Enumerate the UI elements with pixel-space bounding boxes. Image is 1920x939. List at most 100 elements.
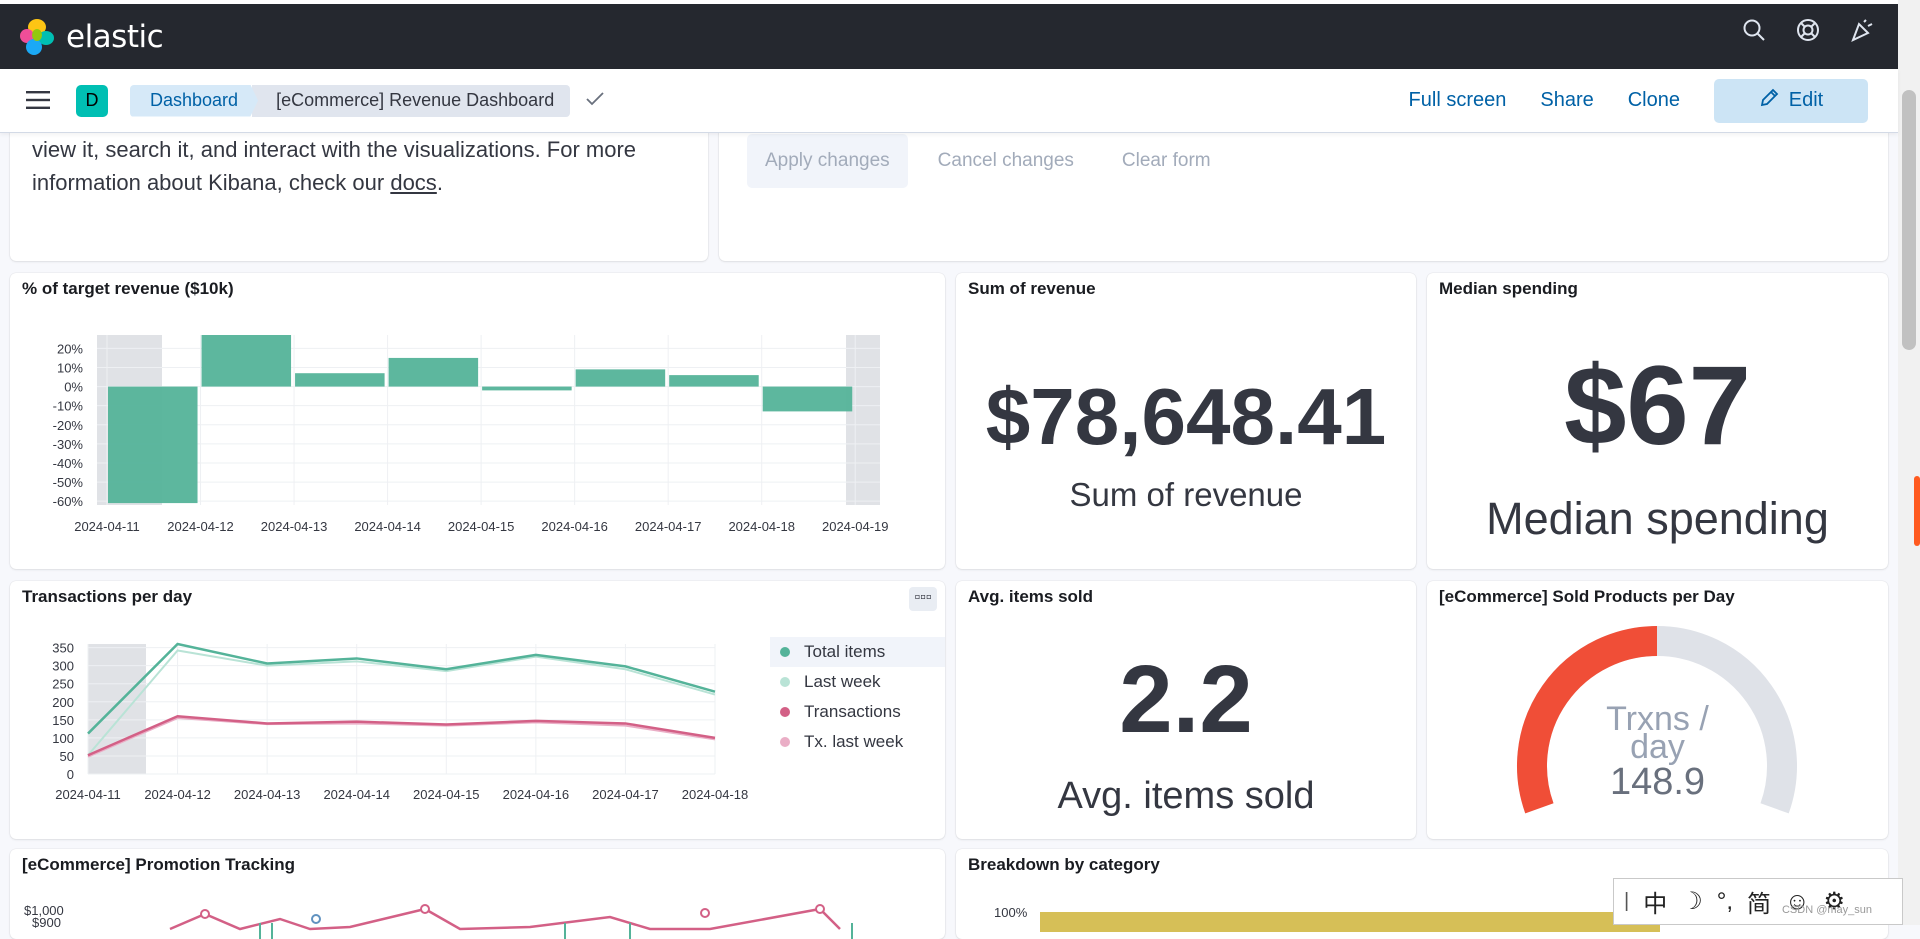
revenue-bar bbox=[482, 386, 572, 391]
intro-period: . bbox=[436, 170, 443, 195]
news-feed-icon[interactable] bbox=[1846, 18, 1878, 49]
median-spending-label: Median spending bbox=[1486, 493, 1829, 544]
target-revenue-chart: 20% 10% 0% -10% -20% -30% -40% -50% -60% 2024-04-… bbox=[53, 335, 888, 534]
edit-button[interactable]: Edit bbox=[1714, 78, 1868, 123]
intro-panel: This dashboard contains sample data for … bbox=[10, 110, 708, 261]
page-scrollbar[interactable] bbox=[1898, 0, 1920, 925]
x-tick-label: 2024-04-15 bbox=[413, 787, 480, 802]
series-line-total-items bbox=[87, 642, 716, 735]
y-tick-label: -10% bbox=[53, 399, 84, 414]
breakdown-stacked-bars bbox=[1040, 912, 1660, 932]
legend-dot bbox=[780, 707, 790, 717]
search-icon[interactable] bbox=[1738, 18, 1770, 49]
clear-form-button[interactable]: Clear form bbox=[1121, 150, 1211, 171]
scroll-indicator bbox=[1914, 476, 1920, 546]
elastic-logo[interactable]: elastic bbox=[20, 18, 164, 55]
x-tick-label: 2024-04-16 bbox=[541, 519, 608, 534]
panel-title: Sum of revenue bbox=[968, 279, 1096, 298]
full-screen-button[interactable]: Full screen bbox=[1408, 89, 1507, 111]
space-avatar[interactable]: D bbox=[76, 84, 108, 117]
y-tick-label: 300 bbox=[52, 659, 74, 674]
promotion-ytick-1000: $1,000 bbox=[24, 903, 64, 918]
legend-item-transactions[interactable]: Transactions bbox=[770, 697, 945, 727]
gauge-value: 148.9 bbox=[1609, 761, 1706, 803]
x-tick-label: 2024-04-16 bbox=[503, 787, 570, 802]
scrollbar-thumb[interactable] bbox=[1902, 90, 1916, 350]
ime-chinese-mode[interactable]: 中 bbox=[1643, 891, 1668, 918]
panel-title: % of target revenue ($10k) bbox=[22, 279, 234, 298]
ime-moon-icon[interactable]: ☽ bbox=[1681, 888, 1703, 915]
pencil-icon bbox=[1759, 88, 1779, 114]
x-tick-label: 2024-04-12 bbox=[144, 787, 211, 802]
sum-revenue-value: $78,648.41 bbox=[985, 372, 1387, 461]
panel-options-button[interactable]: ▫▫▫ bbox=[909, 587, 937, 611]
ime-toolbar: | 中 ☽ °, 简 ☺ ⚙ CSDN @may_sun bbox=[1613, 878, 1903, 925]
transactions-chart: 350 300 250 200 150 100 50 0 2024-04-11 2024-04-1… bbox=[52, 641, 749, 802]
apply-changes-button[interactable]: Apply changes bbox=[747, 134, 908, 188]
revenue-bar bbox=[108, 386, 198, 504]
header-bar: elastic bbox=[0, 0, 1898, 69]
ime-settings-icon[interactable]: ⚙ bbox=[1823, 888, 1846, 915]
elastic-logo-icon bbox=[20, 18, 56, 55]
y-tick-label: 50 bbox=[60, 749, 74, 764]
y-tick-label: -30% bbox=[53, 437, 84, 452]
revenue-bar bbox=[669, 375, 759, 387]
breadcrumb-current-dashboard: [eCommerce] Revenue Dashboard bbox=[252, 84, 571, 117]
sold-products-panel: [eCommerce] Sold Products per Day Trxns … bbox=[1427, 581, 1888, 839]
ime-simplified-mode[interactable]: 简 bbox=[1746, 891, 1771, 918]
cancel-changes-button[interactable]: Cancel changes bbox=[937, 150, 1074, 171]
gauge-label-line2: day bbox=[1630, 728, 1685, 766]
x-tick-label: 2024-04-17 bbox=[635, 519, 702, 534]
series-line-transactions bbox=[87, 714, 716, 757]
legend-item-tx-last-week[interactable]: Tx. last week bbox=[770, 727, 945, 757]
breadcrumb-dashboard[interactable]: Dashboard bbox=[130, 84, 259, 117]
series-line-tx-last-week bbox=[87, 717, 716, 758]
y-tick-label: -40% bbox=[53, 456, 84, 471]
ime-emoji-icon[interactable]: ☺ bbox=[1784, 887, 1810, 915]
promotion-chart bbox=[169, 904, 853, 939]
legend-item-last-week[interactable]: Last week bbox=[770, 667, 945, 697]
panel-title: Avg. items sold bbox=[968, 587, 1094, 606]
series-line-last-week bbox=[87, 649, 716, 756]
avg-items-panel: Avg. items sold 2.2 Avg. items sold bbox=[956, 581, 1416, 839]
check-icon[interactable] bbox=[586, 90, 604, 111]
x-tick-label: 2024-04-13 bbox=[234, 787, 301, 802]
gauge-label: Trxns / day bbox=[1427, 702, 1888, 766]
x-tick-label: 2024-04-14 bbox=[323, 787, 390, 802]
docs-link[interactable]: docs bbox=[390, 170, 437, 195]
shaded-region-end bbox=[846, 335, 880, 505]
share-button[interactable]: Share bbox=[1540, 89, 1594, 111]
y-tick-label: 200 bbox=[52, 695, 74, 710]
panel-title: Breakdown by category bbox=[968, 855, 1160, 874]
x-tick-label: 2024-04-17 bbox=[592, 787, 659, 802]
revenue-bar bbox=[388, 357, 479, 387]
y-tick-label: -50% bbox=[53, 475, 84, 490]
ime-handle-icon[interactable]: | bbox=[1624, 890, 1630, 912]
sum-revenue-label: Sum of revenue bbox=[1069, 476, 1303, 513]
legend-label: Last week bbox=[804, 672, 881, 691]
legend-label: Transactions bbox=[804, 702, 901, 721]
y-tick-label: 10% bbox=[57, 360, 83, 375]
help-icon[interactable] bbox=[1792, 18, 1824, 49]
median-spending-value: $67 bbox=[1564, 343, 1751, 468]
panel-title: Median spending bbox=[1439, 279, 1578, 298]
x-tick-label: 2024-04-11 bbox=[74, 519, 140, 534]
controls-panel: 2 4 Apply changes Cancel changes Clear f… bbox=[719, 110, 1888, 261]
watermark: CSDN @may_sun bbox=[1781, 904, 1872, 916]
x-tick-label: 2024-04-18 bbox=[682, 787, 749, 802]
panel-title: [eCommerce] Promotion Tracking bbox=[22, 855, 296, 874]
y-tick-label: 0 bbox=[67, 767, 74, 782]
revenue-bar bbox=[201, 335, 292, 387]
panel-title: [eCommerce] Sold Products per Day bbox=[1439, 587, 1735, 606]
target-revenue-panel: % of target revenue ($10k) 20% 10% 0% -10% -… bbox=[10, 273, 945, 569]
avg-items-label: Avg. items sold bbox=[1057, 775, 1315, 817]
revenue-bar bbox=[762, 386, 853, 412]
legend-item-total-items[interactable]: Total items bbox=[770, 637, 945, 667]
y-tick-label: -60% bbox=[53, 494, 84, 509]
ime-punctuation-icon[interactable]: °, bbox=[1716, 887, 1733, 915]
gauge-chart bbox=[1517, 626, 1797, 814]
legend-label: Tx. last week bbox=[804, 732, 904, 751]
menu-icon[interactable] bbox=[26, 85, 50, 117]
clone-button[interactable]: Clone bbox=[1627, 89, 1680, 111]
y-tick-label: -20% bbox=[53, 418, 84, 433]
